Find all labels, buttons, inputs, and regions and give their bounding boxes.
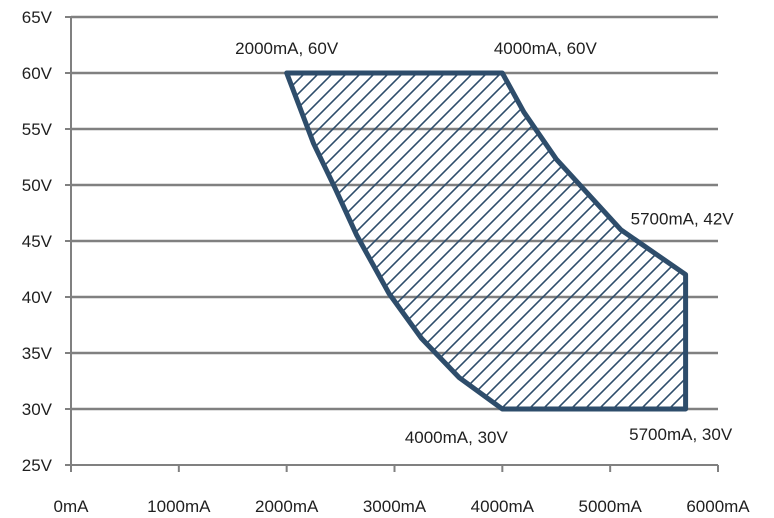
point-annotations: 2000mA, 60V 4000mA, 60V 5700mA, 42V 4000mA,… (235, 39, 734, 447)
hatched-region (284, 70, 689, 412)
point-annotation: 4000mA, 30V (405, 428, 509, 447)
x-tick-label: 0mA (54, 497, 90, 516)
y-tick-label: 40V (22, 288, 53, 307)
point-annotation: 4000mA, 60V (494, 39, 598, 58)
x-tick-label: 3000mA (363, 497, 427, 516)
x-tick-label: 2000mA (255, 497, 319, 516)
y-tick-label: 55V (22, 120, 53, 139)
y-tick-labels: 25V 30V 35V 40V 45V 50V 55V 60V 65V (22, 8, 53, 475)
x-tick-label: 6000mA (686, 497, 750, 516)
y-tick-label: 25V (22, 456, 53, 475)
y-tick-label: 50V (22, 176, 53, 195)
axes (65, 16, 719, 472)
y-tick-label: 30V (22, 400, 53, 419)
x-tick-label: 1000mA (147, 497, 211, 516)
point-annotation: 2000mA, 60V (235, 39, 339, 58)
x-tick-labels: 0mA 1000mA 2000mA 3000mA 4000mA 5000mA 6000mA (54, 497, 751, 516)
y-tick-label: 65V (22, 8, 53, 27)
y-tick-label: 60V (22, 64, 53, 83)
operating-region (284, 70, 689, 412)
y-tick-label: 35V (22, 344, 53, 363)
point-annotation: 5700mA, 42V (631, 210, 735, 229)
y-tick-label: 45V (22, 232, 53, 251)
point-annotation: 5700mA, 30V (629, 425, 733, 444)
x-tick-label: 4000mA (471, 497, 535, 516)
x-tick-label: 5000mA (579, 497, 643, 516)
